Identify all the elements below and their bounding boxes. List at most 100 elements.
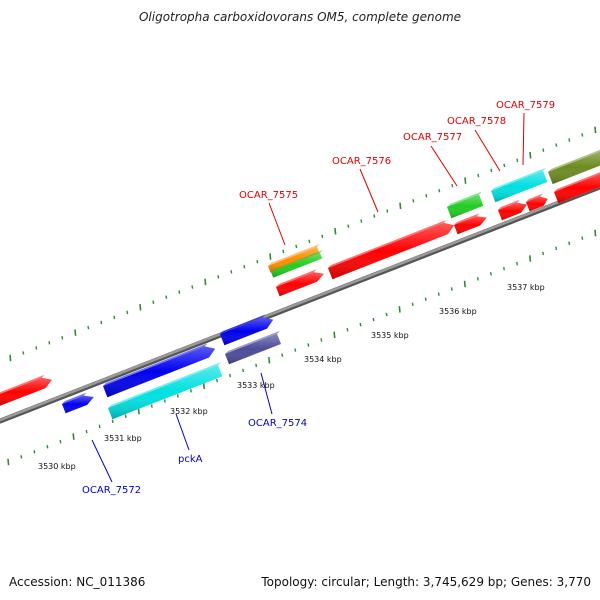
tick-mark-outer bbox=[594, 126, 597, 134]
tick-mark-inner bbox=[594, 229, 597, 237]
feature-red-left[interactable] bbox=[0, 374, 52, 406]
tick-mark-inner bbox=[307, 343, 310, 347]
tick-mark-inner bbox=[85, 429, 88, 434]
tick-mark-outer bbox=[217, 275, 220, 279]
gene-label-ocar-7579[interactable]: OCAR_7579 bbox=[496, 100, 555, 111]
gene-label-ocar-7572[interactable]: OCAR_7572 bbox=[82, 485, 141, 496]
feature-olive-ocar-7579[interactable] bbox=[548, 147, 600, 185]
kbp-label: 3533 kbp bbox=[237, 381, 275, 390]
feature-blue-long[interactable] bbox=[103, 343, 216, 398]
kbp-label: 3534 kbp bbox=[304, 355, 342, 364]
feature-slate-ocar-7574[interactable] bbox=[225, 330, 281, 365]
tick-mark-outer bbox=[373, 214, 376, 218]
tick-mark-inner bbox=[489, 272, 492, 276]
gene-label-ocar-7575[interactable]: OCAR_7575 bbox=[239, 190, 298, 201]
tick-mark-inner bbox=[346, 328, 349, 332]
tick-mark-inner bbox=[229, 373, 232, 378]
tick-mark-outer bbox=[35, 346, 38, 350]
tick-mark-outer bbox=[152, 300, 155, 304]
tick-mark-inner bbox=[516, 261, 519, 266]
tick-mark-outer bbox=[295, 244, 298, 249]
tick-mark-inner bbox=[7, 458, 10, 466]
kbp-label: 3532 kbp bbox=[170, 407, 208, 416]
tick-mark-outer bbox=[321, 234, 324, 239]
gene-label-ocar-7576[interactable]: OCAR_7576 bbox=[332, 156, 391, 167]
tick-mark-inner bbox=[424, 297, 427, 301]
feature-red-c[interactable] bbox=[498, 199, 527, 221]
feature-blue-short[interactable] bbox=[220, 314, 274, 346]
tick-mark-inner bbox=[411, 302, 414, 307]
tick-mark-outer bbox=[87, 325, 90, 330]
gene-labels: OCAR_7575 OCAR_7576 OCAR_7577 OCAR_7578 … bbox=[82, 100, 555, 496]
feature-red-d[interactable] bbox=[526, 193, 548, 212]
tick-mark-outer bbox=[503, 163, 506, 168]
tick-mark-inner bbox=[46, 445, 49, 449]
tick-mark-inner bbox=[385, 312, 388, 317]
feature-blue-small[interactable] bbox=[62, 392, 94, 414]
tick-mark-outer bbox=[399, 202, 402, 210]
tick-mark-inner bbox=[568, 241, 571, 245]
tick-mark-inner bbox=[242, 368, 245, 373]
leader-ocar-7578 bbox=[474, 129, 501, 172]
tick-mark-inner bbox=[72, 433, 75, 440]
tick-mark-inner bbox=[216, 378, 218, 383]
tick-mark-inner bbox=[528, 255, 532, 262]
kbp-label: 3530 kbp bbox=[38, 462, 76, 471]
gene-label-ocar-7577[interactable]: OCAR_7577 bbox=[403, 132, 462, 143]
tick-mark-outer bbox=[48, 341, 51, 345]
leader-ocar-7579 bbox=[522, 112, 525, 166]
tick-mark-inner bbox=[176, 394, 179, 398]
tick-mark-outer bbox=[477, 173, 480, 178]
tick-mark-outer bbox=[529, 151, 532, 159]
kbp-label: 3531 kbp bbox=[104, 434, 142, 443]
tick-mark-inner bbox=[294, 348, 297, 352]
feature-red-e[interactable] bbox=[554, 169, 600, 204]
accession-text: Accession: NC_011386 bbox=[9, 575, 145, 589]
tick-marks bbox=[7, 126, 597, 466]
tick-mark-outer bbox=[191, 285, 194, 289]
feature-red-a[interactable] bbox=[276, 269, 324, 297]
genome-summary-text: Topology: circular; Length: 3,745,629 bp… bbox=[260, 575, 591, 589]
tick-mark-inner bbox=[476, 277, 479, 281]
feature-green-ocar-7577[interactable] bbox=[447, 191, 484, 219]
tick-mark-inner bbox=[372, 317, 375, 322]
feature-green-ocar-7575[interactable] bbox=[271, 249, 323, 278]
feature-cyan-ocar-7578[interactable] bbox=[491, 167, 548, 203]
tick-mark-outer bbox=[100, 320, 103, 325]
tick-mark-outer bbox=[347, 224, 350, 228]
tick-mark-outer bbox=[386, 209, 389, 213]
kbp-scale-labels: 3530 kbp 3531 kbp 3532 kbp 3533 kbp 3534… bbox=[38, 283, 545, 471]
tick-mark-inner bbox=[398, 306, 401, 313]
gene-label-pcka[interactable]: pckA bbox=[178, 454, 203, 465]
tick-mark-outer bbox=[113, 315, 116, 320]
leader-ocar-7577 bbox=[430, 145, 458, 187]
genome-backbone bbox=[0, 184, 600, 424]
feature-cyan-pcka[interactable] bbox=[108, 362, 223, 420]
feature-orange-ocar-7575[interactable] bbox=[268, 243, 320, 273]
tick-mark-inner bbox=[320, 338, 323, 342]
leader-pcka bbox=[175, 413, 190, 451]
tick-mark-inner bbox=[542, 251, 545, 256]
tick-mark-inner bbox=[124, 414, 127, 418]
tick-mark-outer bbox=[308, 239, 311, 244]
tick-mark-outer bbox=[230, 270, 233, 274]
tick-mark-outer bbox=[334, 227, 337, 235]
feature-red-ocar-7576[interactable] bbox=[328, 219, 455, 280]
tick-mark-inner bbox=[150, 404, 153, 408]
tick-mark-outer bbox=[451, 183, 454, 188]
gene-label-ocar-7574[interactable]: OCAR_7574 bbox=[248, 418, 307, 429]
tick-mark-outer bbox=[256, 259, 259, 264]
tick-mark-outer bbox=[204, 278, 207, 286]
kbp-label: 3537 kbp bbox=[507, 283, 545, 292]
tick-mark-outer bbox=[360, 219, 363, 223]
tick-mark-outer bbox=[425, 194, 428, 198]
feature-red-b[interactable] bbox=[454, 213, 487, 235]
tick-mark-outer bbox=[581, 133, 584, 137]
tick-mark-outer bbox=[490, 168, 493, 173]
tick-mark-inner bbox=[450, 287, 453, 291]
gene-label-ocar-7578[interactable]: OCAR_7578 bbox=[447, 116, 506, 127]
tick-mark-outer bbox=[9, 354, 12, 362]
tick-mark-outer bbox=[282, 249, 285, 254]
tick-mark-inner bbox=[581, 236, 584, 240]
tick-mark-inner bbox=[268, 356, 271, 364]
